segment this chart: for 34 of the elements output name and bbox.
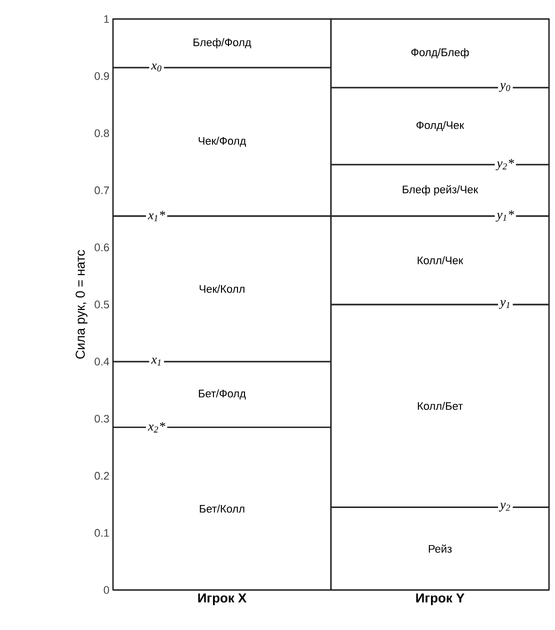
y-tick-label: 0.2 [94,472,109,480]
annotation: y$_{0}$ [498,83,510,92]
x-tick-label: Игрок X [198,594,247,606]
annotation: Колл/Чек [418,256,464,264]
annotation: y$_{2}$* [496,158,514,170]
y-axis-title: Сила рук, 0 = натс [76,250,88,359]
annotation: Блеф рейз/Чек [402,185,478,196]
annotation: x$_{1}$* [148,210,166,222]
y-tick-label: 0.9 [94,72,109,80]
y-tick-label: 0.4 [94,358,110,366]
annotation: Бет/Фолд [198,389,246,400]
annotation: x$_{0}$ [151,64,162,72]
annotation: x$_{2}$* [148,422,166,432]
y-tick-label: 1 [104,15,109,23]
x-tick-label: Игрок Y [416,594,464,606]
annotation: x$_{1}$ [151,358,161,366]
annotation: y$_{2}$ [498,502,510,512]
y-tick-label: 0.5 [94,300,110,308]
y-tick-label: 0.8 [94,129,109,138]
y-tick-label: 0.7 [94,186,109,194]
y-tick-label: 0.6 [94,244,109,252]
annotation: Бет/Колл [200,504,244,513]
y-tick-label: 0 [104,586,110,594]
annotation: Рейз [428,544,452,553]
annotation: Колл/Бет [418,402,463,410]
y-tick-label: 0.1 [94,529,109,537]
annotation: Чек/Фолд [198,136,246,147]
annotation: y$_{1}$* [496,210,514,222]
annotation: Фолд/Блеф [411,48,469,58]
annotation: Фолд/Чек [416,121,464,132]
annotation: Блеф/Фолд [194,38,252,48]
annotation: Чек/Колл [200,284,244,293]
y-tick-label: 0.3 [94,414,109,423]
annotation: y$_{1}$ [498,300,510,309]
